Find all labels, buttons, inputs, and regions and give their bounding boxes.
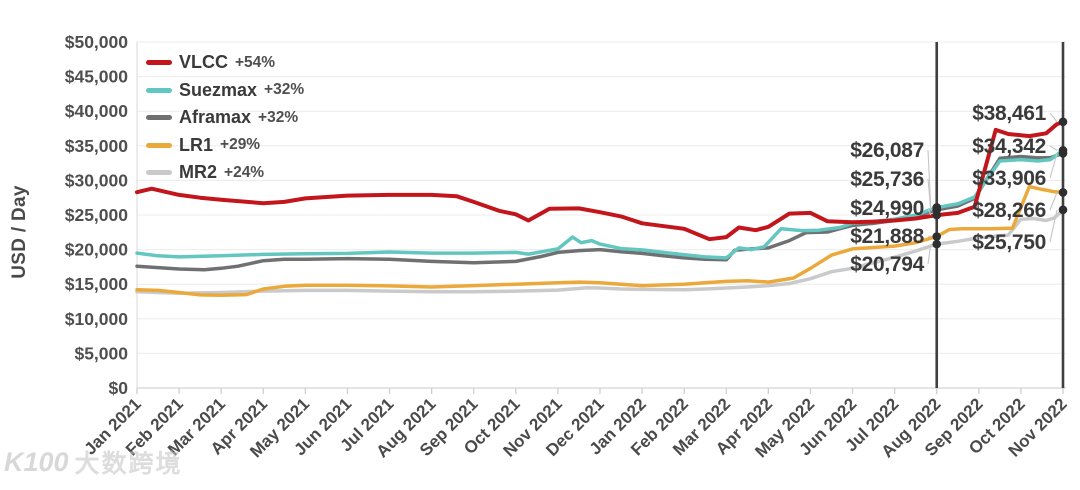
y-tick-label: $30,000 [65, 170, 129, 190]
legend-swatch-suezmax [146, 87, 172, 93]
callout-leader [1049, 145, 1058, 151]
callout-leader [927, 149, 932, 208]
data-point-dot-lr1 [932, 232, 942, 241]
legend-change-percent: +24% [224, 163, 265, 181]
callout-leader [1049, 209, 1058, 243]
value-callout-aframax: $25,736 [850, 168, 924, 191]
value-callout-mr2: $20,794 [850, 253, 924, 276]
y-tick-label: $35,000 [65, 136, 129, 156]
y-tick-label: $20,000 [65, 240, 129, 260]
callout-leader [927, 207, 932, 216]
data-point-dot-vlcc [932, 210, 942, 220]
value-callout-lr1: $28,266 [972, 199, 1046, 222]
legend-swatch-aframax [146, 115, 172, 121]
y-tick-label: $50,000 [65, 32, 129, 52]
legend-change-percent: +32% [258, 108, 299, 126]
value-callout-vlcc: $24,990 [850, 197, 924, 220]
y-tick-label: $15,000 [65, 274, 129, 294]
callout-leader [927, 235, 931, 238]
y-tick-label: $40,000 [65, 101, 129, 121]
callout-leader [1049, 153, 1058, 179]
y-tick-label: $25,000 [65, 205, 129, 225]
value-callout-aframax: $33,906 [972, 167, 1046, 190]
callout-leader [1049, 112, 1058, 123]
callout-leader [1049, 192, 1058, 211]
legend-label: LR1 [179, 134, 214, 155]
legend-change-percent: +54% [235, 53, 276, 71]
legend-item-mr2: MR2 +24% [146, 159, 304, 187]
callout-leader [927, 178, 932, 210]
series-line-lr1 [135, 184, 1065, 298]
legend-change-percent: +29% [220, 136, 261, 154]
data-point-dot-mr2 [1058, 205, 1068, 215]
data-point-dot-lr1 [1058, 188, 1068, 197]
y-tick-label: $10,000 [65, 309, 129, 329]
legend-item-suezmax: Suezmax +32% [146, 77, 304, 105]
data-point-dot-aframax [1058, 149, 1068, 158]
legend-change-percent: +32% [264, 81, 305, 99]
data-point-dot-vlcc [1058, 117, 1068, 127]
series-line-vlcc [135, 119, 1065, 242]
legend-item-lr1: LR1 +29% [146, 132, 304, 160]
value-callout-lr1: $21,888 [850, 225, 924, 248]
legend-item-aframax: Aframax +32% [146, 104, 304, 132]
value-callout-suezmax: $34,342 [972, 135, 1046, 158]
value-callout-suezmax: $26,087 [850, 139, 924, 162]
value-callout-mr2: $25,750 [972, 231, 1046, 254]
data-point-dot-mr2 [932, 239, 942, 249]
legend-label: VLCC [179, 52, 228, 73]
legend-label: MR2 [179, 162, 218, 183]
y-tick-label: $0 [109, 378, 129, 398]
legend-swatch-vlcc [146, 60, 172, 66]
legend: VLCC +54% Suezmax +32% Aframax +32% LR1 +29% MR2… [146, 49, 304, 187]
callout-leader [927, 244, 932, 265]
legend-swatch-mr2 [146, 170, 172, 176]
y-axis-title: USD / Day [9, 185, 30, 279]
legend-label: Suezmax [179, 79, 258, 100]
y-tick-label: $5,000 [74, 343, 128, 363]
y-tick-label: $45,000 [65, 67, 129, 87]
series-line-mr2 [135, 208, 1065, 295]
legend-swatch-lr1 [146, 142, 172, 148]
legend-item-vlcc: VLCC +54% [146, 49, 304, 77]
legend-label: Aframax [179, 107, 252, 128]
value-callout-vlcc: $38,461 [972, 102, 1046, 125]
